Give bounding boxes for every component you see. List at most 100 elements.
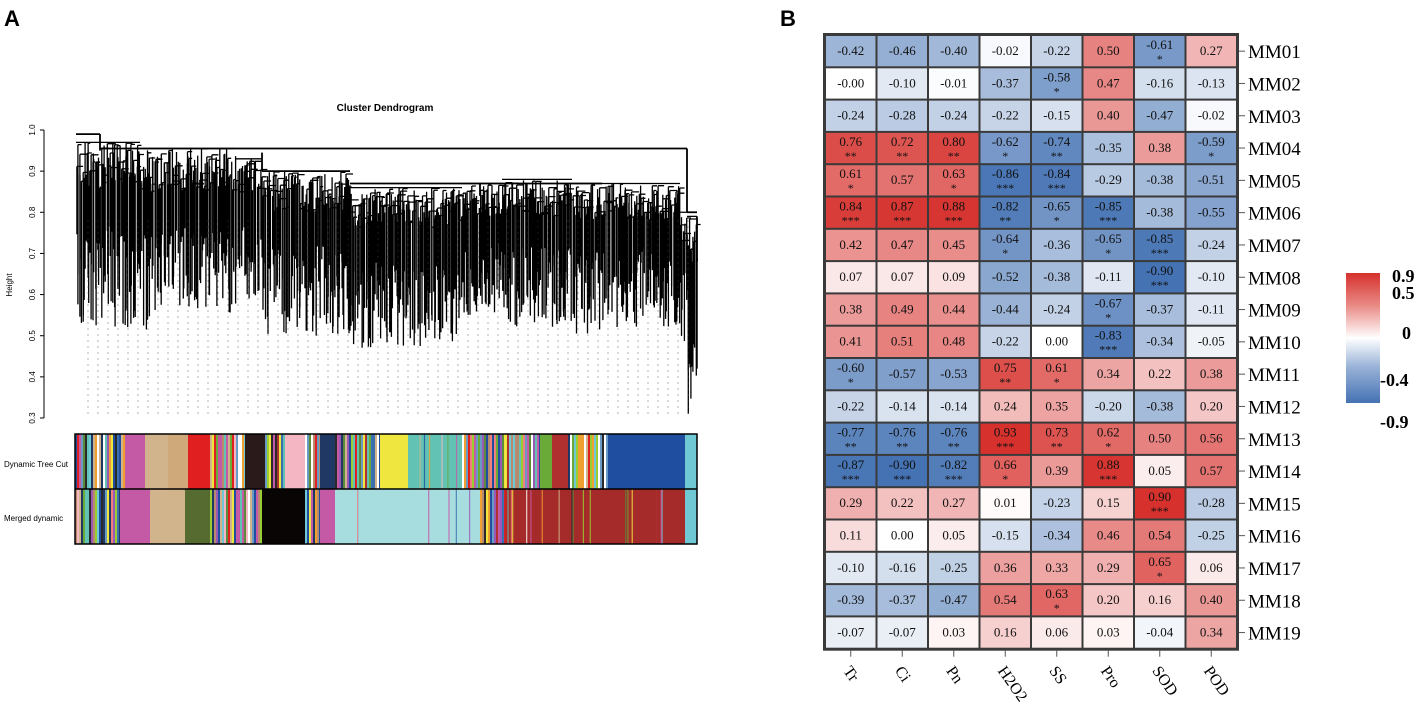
heatmap-col-label: Tr (839, 663, 862, 685)
dynamic-tree-cut-stripe (105, 434, 108, 489)
dynamic-tree-cut-stripe (590, 434, 593, 489)
heatmap-cell-value: 0.49 (891, 301, 914, 316)
merged-dynamic-stripe (252, 489, 255, 544)
dynamic-tree-cut-stripe (234, 434, 237, 489)
merged-dynamic-stripe (455, 489, 457, 544)
heatmap-cell (929, 100, 979, 131)
merged-dynamic-stripe (230, 489, 233, 544)
heatmap-cell-value: -0.10 (1198, 269, 1225, 284)
dynamic-tree-cut-stripe (216, 434, 219, 489)
heatmap-cell-significance: ** (948, 440, 960, 454)
heatmap-cell-value: -0.37 (889, 592, 917, 607)
dendrogram-branches (76, 133, 701, 414)
dynamic-tree-cut-stripe (498, 434, 501, 489)
heatmap-cell (1135, 488, 1185, 519)
heatmap-cell-value: -0.13 (1198, 75, 1225, 90)
heatmap-cell-significance: * (1054, 601, 1060, 615)
dendrogram-y-tick-label: 0.4 (28, 371, 37, 383)
dynamic-tree-cut-stripe (87, 434, 90, 489)
dynamic-tree-cut-stripe (521, 434, 524, 489)
dynamic-tree-cut-stripe (359, 434, 362, 489)
heatmap-row-label: MM15 (1248, 494, 1301, 515)
heatmap-cell (1083, 262, 1133, 293)
merged-dynamic-stripe (103, 489, 106, 544)
heatmap-cell-significance: *** (893, 214, 911, 228)
dynamic-tree-cut-stripe (279, 434, 282, 489)
heatmap-cell-value: -0.20 (1095, 398, 1122, 413)
dynamic-tree-cut-stripe (502, 434, 505, 489)
dynamic-tree-cut-stripe (355, 434, 358, 489)
heatmap-cell (1032, 617, 1082, 648)
heatmap-cell-significance: ** (896, 149, 908, 163)
heatmap-cell (877, 359, 927, 390)
heatmap-cell-value: 0.42 (839, 237, 862, 252)
dynamic-tree-cut-stripe (339, 434, 342, 489)
heatmap-cell-value: 0.06 (1200, 560, 1223, 575)
merged-dynamic-stripe (505, 489, 507, 544)
heatmap-cell (1186, 165, 1236, 196)
heatmap-cell-value: -0.29 (1095, 172, 1122, 187)
dynamic-tree-cut-stripe (468, 434, 471, 489)
heatmap-cell (929, 229, 979, 261)
heatmap-cell-value: -0.24 (837, 108, 865, 123)
merged-dynamic-stripe (510, 489, 512, 544)
heatmap-col-label: Ci (891, 663, 914, 686)
dynamic-tree-cut-stripe (511, 434, 514, 489)
heatmap-cell (1083, 585, 1133, 616)
heatmap-cell (980, 197, 1030, 228)
merged-dynamic-stripe (541, 489, 543, 544)
heatmap-cell-value: 0.61 (1045, 360, 1068, 375)
heatmap-cell (1186, 455, 1236, 487)
merged-dynamic-segment (185, 489, 210, 544)
heatmap-cell (929, 132, 979, 164)
dynamic-tree-cut-stripe (584, 434, 587, 489)
dynamic-tree-cut-segment (608, 434, 685, 489)
heatmap-row-label: MM07 (1248, 236, 1301, 257)
heatmap-cell-significance: *** (842, 214, 860, 228)
dynamic-tree-cut-stripe (81, 434, 84, 489)
heatmap-cell-significance: ** (948, 149, 960, 163)
dynamic-tree-cut-stripe (519, 434, 522, 489)
dynamic-tree-cut-stripe (311, 434, 314, 489)
heatmap-cell-value: -0.55 (1198, 205, 1225, 220)
dynamic-tree-cut-stripe (343, 434, 346, 489)
merged-dynamic-segment (685, 489, 697, 544)
dynamic-tree-cut-stripe (228, 434, 231, 489)
heatmap-cell-value: -0.51 (1198, 172, 1225, 187)
heatmap-cell-value: 0.80 (942, 134, 965, 149)
dynamic-tree-cut-stripe (226, 434, 229, 489)
merged-dynamic-stripe (216, 489, 219, 544)
heatmap-cell-value: -0.38 (1043, 269, 1070, 284)
heatmap-cell-value: -0.25 (940, 560, 967, 575)
dynamic-tree-cut-segment (245, 434, 265, 489)
dynamic-tree-cut-stripe (113, 434, 116, 489)
merged-dynamic-stripe (105, 489, 108, 544)
heatmap-cell (1083, 165, 1133, 196)
dynamic-tree-cut-stripe (353, 434, 356, 489)
dynamic-tree-cut-stripe (224, 434, 227, 489)
heatmap-cell-value: 0.07 (891, 269, 914, 284)
dynamic-tree-cut-stripe (269, 434, 272, 489)
merged-dynamic-stripe (87, 489, 90, 544)
heatmap-cell (929, 326, 979, 357)
merged-dynamic-segment (320, 489, 335, 544)
merged-dynamic-stripe (85, 489, 88, 544)
dendrogram-y-tick-label: 0.9 (28, 165, 37, 177)
heatmap-cell-value: 0.20 (1097, 592, 1120, 607)
dynamic-tree-cut-stripe (119, 434, 122, 489)
merged-dynamic-stripe (236, 489, 239, 544)
heatmap-cell (826, 326, 876, 357)
heatmap-cell-significance: ** (999, 375, 1011, 389)
dynamic-tree-cut-stripe (531, 434, 534, 489)
heatmap-cell (929, 165, 979, 196)
heatmap-cell-value: 0.38 (1200, 366, 1223, 381)
merged-dynamic-stripe (97, 489, 100, 544)
heatmap-cell-significance: * (1105, 246, 1111, 260)
merged-dynamic-stripe (494, 489, 497, 544)
heatmap-cell (826, 488, 876, 519)
dynamic-tree-cut-stripe (265, 434, 268, 489)
heatmap-cell (877, 229, 927, 261)
dynamic-tree-cut-stripe (515, 434, 518, 489)
heatmap-cell (1186, 262, 1236, 293)
merged-dynamic-stripe (492, 489, 495, 544)
